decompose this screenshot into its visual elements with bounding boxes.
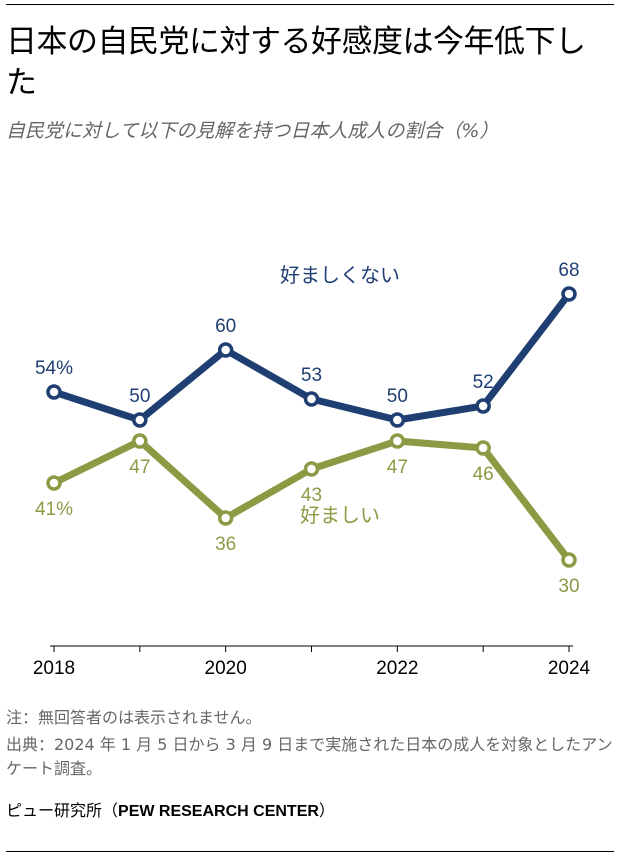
x-tick-label: 2018 <box>33 658 75 679</box>
data-label: 36 <box>215 534 236 555</box>
credit-prefix: ピュー研究所（ <box>6 801 119 820</box>
data-label: 46 <box>473 464 494 485</box>
credit: ピュー研究所（PEW RESEARCH CENTER） <box>6 797 335 821</box>
data-label: 54% <box>35 358 73 379</box>
data-point <box>389 433 406 449</box>
credit-org: PEW RESEARCH CENTER <box>118 803 319 820</box>
data-point <box>132 433 148 449</box>
series-name-label: 好ましい <box>300 503 380 527</box>
data-point <box>561 552 577 568</box>
data-point <box>46 475 62 491</box>
data-label: 41% <box>35 499 73 520</box>
data-label: 68 <box>558 260 579 281</box>
x-tick-label: 2022 <box>376 658 418 679</box>
data-point <box>475 440 491 456</box>
series-name-label: 好ましくない <box>280 263 400 287</box>
chart-title: 日本の自民党に対する好感度は今年低下した <box>6 24 586 101</box>
data-label: 47 <box>129 457 150 478</box>
data-label: 50 <box>129 386 150 407</box>
data-label: 43 <box>301 485 322 506</box>
data-label: 47 <box>387 457 408 478</box>
data-point <box>217 342 234 358</box>
x-tick-label: 2020 <box>205 658 247 679</box>
chart-subtitle: 自民党に対して以下の見解を持つ日本人成人の割合（%） <box>6 120 499 142</box>
data-point <box>475 398 491 414</box>
data-label: 50 <box>387 386 408 407</box>
data-point <box>303 461 320 477</box>
data-label: 52 <box>473 372 494 393</box>
data-label: 30 <box>558 576 579 597</box>
data-point <box>561 286 577 302</box>
data-point <box>389 412 406 428</box>
top-rule <box>6 4 614 5</box>
data-point <box>303 391 320 407</box>
credit-suffix: ） <box>318 801 335 820</box>
chart-note: 注：無回答者のは表示されません。 <box>6 708 262 727</box>
chart-source: 出典：2024 年 1 月 5 日から 3 月 9 日まで実施された日本の成人を… <box>6 735 613 778</box>
data-point <box>132 412 148 428</box>
data-label: 60 <box>215 316 236 337</box>
data-label: 53 <box>301 365 322 386</box>
data-point <box>217 510 234 526</box>
x-tick-label: 2024 <box>548 658 591 679</box>
bottom-rule <box>6 851 614 852</box>
line-chart: 2018 2020 2022 2024 54% 50 60 53 50 52 68 好ましくない 41%… <box>33 260 591 679</box>
data-point <box>46 384 62 400</box>
